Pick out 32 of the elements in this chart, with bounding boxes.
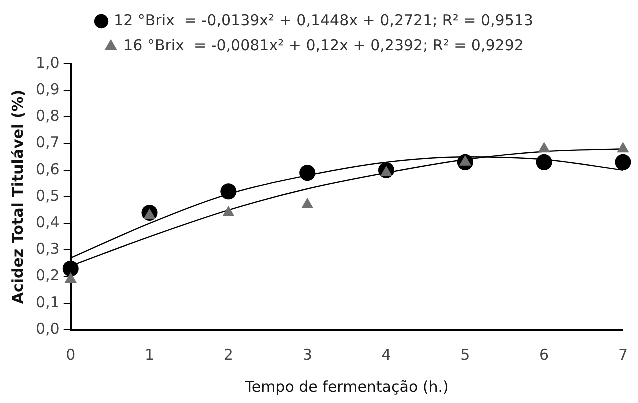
y-tick-label: 0,4 — [36, 213, 60, 232]
point — [302, 198, 314, 208]
x-tick-label: 6 — [540, 346, 550, 364]
point — [64, 272, 77, 283]
y-tick-label: 0,3 — [36, 240, 60, 258]
y-tick-label: 0,1 — [36, 293, 60, 312]
y-tick-label: 0,7 — [36, 134, 60, 152]
y-tick-label: 0,5 — [36, 186, 60, 205]
x-tick-label: 3 — [302, 346, 312, 364]
x-tick-label: 7 — [618, 346, 628, 364]
point — [615, 154, 632, 170]
point — [300, 165, 316, 182]
y-tick-label: 0,2 — [36, 266, 60, 285]
y-tick-label: 0,9 — [36, 80, 60, 98]
y-tick-label: 0,8 — [36, 107, 60, 126]
x-axis-title: Tempo de fermentação (h.) — [244, 378, 449, 396]
y-tick-label: 1,0 — [36, 54, 60, 72]
y-tick-label: 0,0 — [36, 320, 60, 338]
point — [222, 206, 235, 216]
x-tick-label: 4 — [382, 346, 392, 364]
x-tick-label: 2 — [224, 346, 234, 364]
point — [617, 142, 630, 153]
legend-label: 12 °Brix = -0,0139x² + 0,1448x + 0,2721; R² = 0,9513 — [114, 11, 534, 30]
x-tick-label: 0 — [66, 346, 76, 364]
x-tick-label: 1 — [144, 346, 155, 364]
point — [538, 142, 550, 153]
y-axis-title: Acidez Total Titulável (%) — [8, 90, 27, 304]
legend-label: 16 °Brix = -0,0081x² + 0,12x + 0,2392; R² = 0,9292 — [124, 36, 524, 54]
y-tick-label: 0,6 — [36, 160, 60, 178]
point — [220, 184, 237, 200]
x-tick-label: 5 — [460, 346, 470, 364]
point — [536, 154, 552, 170]
